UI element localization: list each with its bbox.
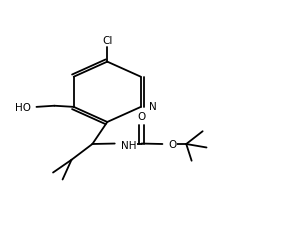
Text: O: O	[168, 139, 177, 149]
Text: Cl: Cl	[102, 35, 112, 46]
Text: N: N	[149, 101, 157, 112]
Text: NH: NH	[121, 141, 137, 151]
Text: O: O	[137, 112, 146, 122]
Text: HO: HO	[15, 102, 31, 112]
